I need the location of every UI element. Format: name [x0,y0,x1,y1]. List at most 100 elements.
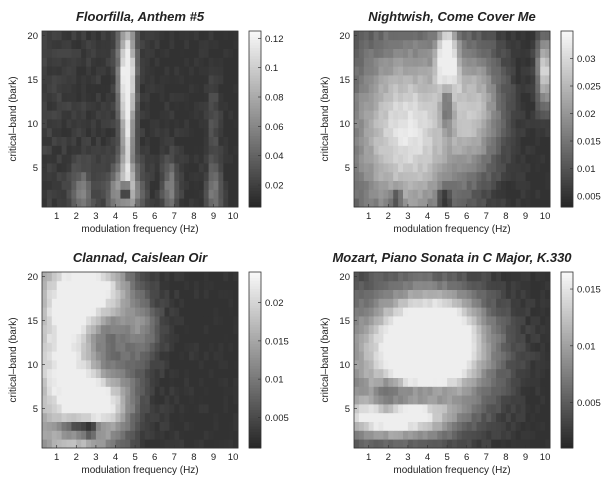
heatmap-cell [403,127,409,137]
heatmap-cell [61,171,67,181]
heatmap-cell [496,421,502,431]
heatmap-cell [378,171,384,181]
heatmap-cell [398,92,404,102]
heatmap-cell [363,75,370,85]
heatmap-cell [471,198,477,208]
heatmap-cell [164,101,170,111]
heatmap-cell [120,75,126,85]
heatmap-cell [179,136,185,146]
x-tick-label: 4 [113,452,118,463]
heatmap-cell [496,101,502,111]
heatmap-cell [198,39,205,49]
chart-title: Nightwish, Come Cover Me [368,9,536,24]
colorbar-step [249,280,261,284]
heatmap-cell [407,39,414,49]
x-tick-label: 3 [405,452,410,463]
heatmap-cell [378,368,384,378]
heatmap-cell [140,272,146,282]
heatmap-cell [223,198,229,208]
heatmap-cell [95,439,102,449]
heatmap-cell [198,289,205,299]
colorbar-step [561,442,573,446]
heatmap-cell [383,421,389,431]
heatmap-cell [501,198,507,208]
heatmap-cell [154,368,160,378]
heatmap-cell [193,342,200,352]
heatmap-cell [393,57,399,67]
heatmap-cell [363,421,370,431]
heatmap-cell [228,119,234,129]
heatmap-cell [398,386,404,396]
heatmap-cell [149,377,156,387]
colorbar-step [249,283,261,287]
heatmap-cell [363,145,370,155]
heatmap-cell [501,145,507,155]
heatmap-cell [218,101,224,111]
colorbar-step [561,299,573,303]
heatmap-cell [164,39,170,49]
heatmap-cell [491,110,497,120]
heatmap-cell [233,145,239,155]
heatmap-cell [378,127,384,137]
heatmap-cell [169,92,175,102]
heatmap-cell [105,198,111,208]
heatmap-cell [535,171,541,181]
heatmap-cell [66,412,72,422]
colorbar-step [249,360,261,364]
heatmap-cell [100,324,107,334]
heatmap-cell [174,298,180,308]
heatmap-cell [422,101,428,111]
heatmap-cell [452,412,458,422]
heatmap-cell [412,377,419,387]
colorbar-step [249,343,261,347]
heatmap-cell [530,171,536,181]
heatmap-cell [189,119,195,129]
heatmap-cell [422,307,428,317]
heatmap-cell [115,83,121,93]
heatmap-cell [373,171,379,181]
heatmap-cell [193,127,200,137]
colorbar-step [561,291,573,295]
heatmap-cell [56,180,62,190]
heatmap-cell [223,404,229,414]
heatmap-cell [120,333,126,343]
heatmap-cell [115,430,121,440]
heatmap-cell [213,404,219,414]
heatmap-cell [193,307,200,317]
heatmap-cell [198,110,205,120]
heatmap-cell [198,154,205,164]
heatmap-cell [510,189,517,199]
heatmap-cell [144,154,151,164]
colorbar-step [561,33,573,37]
heatmap-cell [545,163,551,173]
heatmap-cell [471,412,477,422]
heatmap-cell [368,119,374,129]
heatmap-cell [169,48,175,58]
heatmap-cell [417,92,423,102]
heatmap-cell [164,395,170,405]
heatmap-cell [56,280,62,290]
heatmap-cell [383,342,389,352]
heatmap-cell [520,110,526,120]
heatmap-cell [130,307,136,317]
colorbar-step [249,55,261,59]
heatmap-cell [120,342,126,352]
colorbar-step [249,163,261,167]
heatmap-cell [452,307,458,317]
heatmap-cell [71,92,77,102]
heatmap-cell [545,412,551,422]
heatmap-cell [540,439,546,449]
heatmap-cell [501,92,507,102]
heatmap-cell [432,430,438,440]
heatmap-cell [378,189,384,199]
heatmap-cell [120,430,126,440]
colorbar-step [249,94,261,98]
heatmap-cell [179,412,185,422]
heatmap-cell [164,171,170,181]
heatmap-cell [125,342,131,352]
heatmap-cell [208,412,214,422]
heatmap-cell [496,272,502,282]
heatmap-cell [373,307,379,317]
heatmap-cell [184,280,190,290]
heatmap-cell [184,404,190,414]
